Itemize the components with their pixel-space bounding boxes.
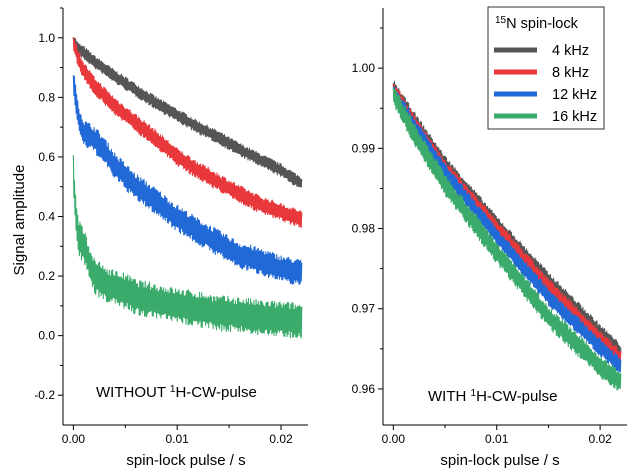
legend-label-12-khz: 12 kHz (552, 87, 597, 103)
left-annotation-suffix: H-CW-pulse (175, 384, 256, 401)
left-y-tick-label: 1.0 (38, 31, 55, 45)
legend-label-8-khz: 8 kHz (552, 65, 589, 81)
left-series-12-khz (72, 75, 303, 286)
left-y-tick-label: 0.8 (38, 90, 55, 104)
right-series-8-khz (392, 84, 622, 368)
right-y-tick-label: 1.00 (352, 61, 376, 75)
right-x-axis-title: spin-lock pulse / s (440, 452, 559, 469)
right-y-tick-label: 0.99 (352, 141, 376, 155)
right-annotation-suffix: H-CW-pulse (476, 388, 557, 405)
right-axes: 0.96 0.97 0.98 0.99 1.00 0.00 0.01 0.02 (352, 8, 627, 446)
left-series-16-khz (72, 155, 303, 339)
legend-title-sup: 15 (495, 15, 507, 26)
left-axes: -0.2 0.0 0.2 0.4 0.6 0.8 1.0 0.00 0.01 0.02 (34, 7, 308, 446)
legend-title-text: N spin-lock (506, 16, 578, 32)
left-y-tick-label: 0.4 (38, 210, 55, 224)
legend-label-4-khz: 4 kHz (552, 43, 589, 59)
right-series-group (392, 80, 622, 391)
left-y-tick-label: 0.6 (38, 150, 55, 164)
right-x-tick-label: 0.01 (485, 432, 509, 446)
legend-title: 15N spin-lock (495, 15, 579, 33)
legend-label-16-khz: 16 kHz (552, 109, 597, 125)
left-y-tick-label: -0.2 (34, 388, 55, 402)
left-x-axis-title: spin-lock pulse / s (126, 452, 245, 469)
left-annotation-prefix: WITHOUT (96, 384, 170, 401)
right-y-tick-label: 0.96 (352, 382, 376, 396)
legend-box (487, 6, 605, 130)
right-annotation-sup: 1 (471, 388, 477, 399)
right-x-tick-label: 0.00 (382, 432, 406, 446)
left-series-8-khz (72, 37, 303, 229)
right-series-12-khz (392, 86, 622, 373)
left-y-tick-label: 0.0 (38, 329, 55, 343)
left-series-group (72, 37, 303, 339)
left-series-4-khz (72, 37, 303, 188)
left-annotation: WITHOUT 1H-CW-pulse (96, 384, 257, 402)
right-y-tick-label: 0.97 (352, 302, 376, 316)
right-series-16-khz (392, 87, 622, 391)
right-y-tick-label: 0.98 (352, 222, 376, 236)
legend: 15N spin-lock 4 kHz 8 kHz 12 kHz 16 kHz (487, 6, 605, 130)
right-x-tick-label: 0.02 (588, 432, 612, 446)
right-annotation-prefix: WITH (428, 388, 471, 405)
legend-entries: 4 kHz 8 kHz 12 kHz 16 kHz (494, 43, 597, 125)
left-y-tick-label: 0.2 (38, 269, 55, 283)
right-series-4-khz (392, 80, 622, 361)
left-x-tick-label: 0.01 (166, 432, 190, 446)
right-annotation: WITH 1H-CW-pulse (428, 388, 557, 406)
left-annotation-sup: 1 (170, 384, 176, 395)
left-x-tick-label: 0.02 (269, 432, 293, 446)
left-x-tick-label: 0.00 (62, 432, 86, 446)
left-chart-panel: -0.2 0.0 0.2 0.4 0.6 0.8 1.0 0.00 0.01 0.02 Signa… (11, 7, 308, 469)
left-y-axis-title: Signal amplitude (11, 165, 28, 276)
right-chart-panel: 0.96 0.97 0.98 0.99 1.00 0.00 0.01 0.02 spin-lo… (352, 6, 627, 469)
